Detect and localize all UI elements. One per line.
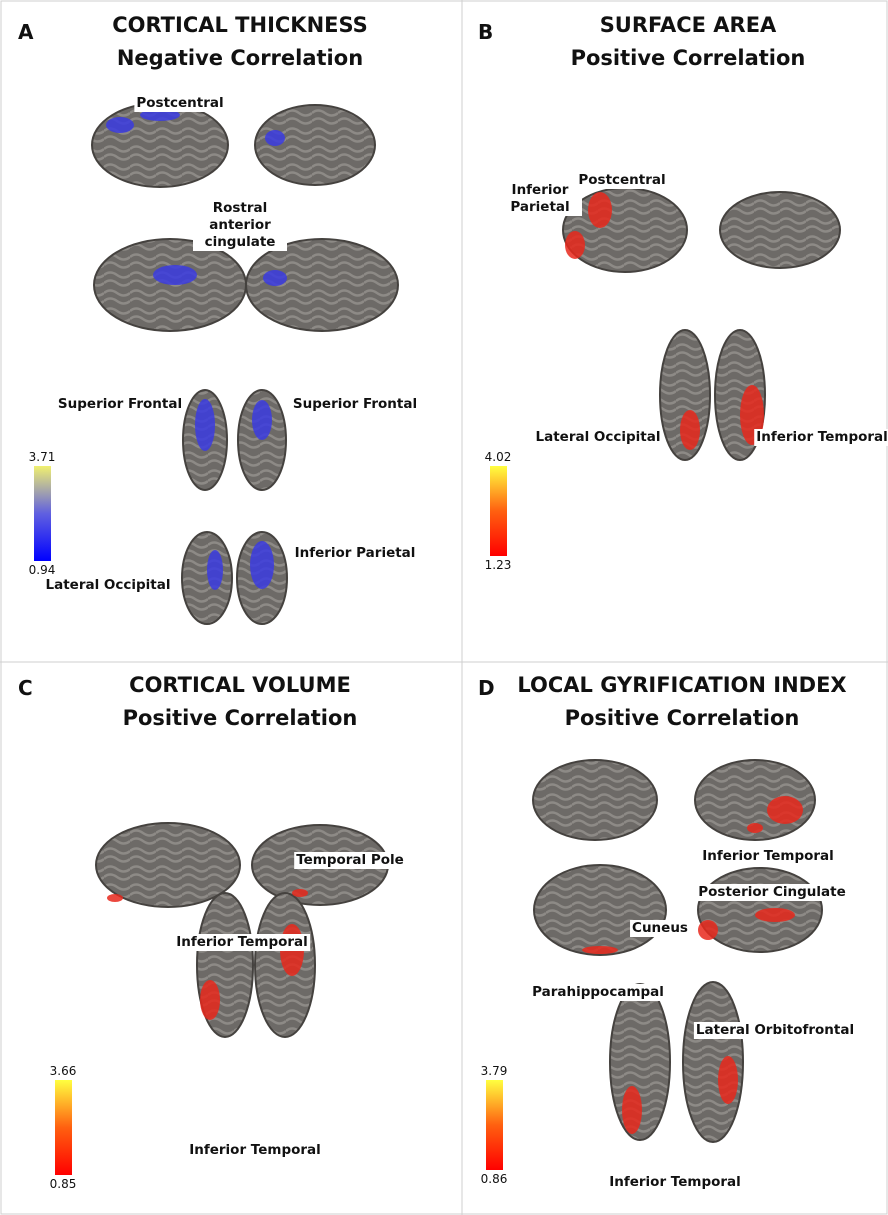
colorbar-max: 4.02 [484,450,512,464]
colorbar-max: 3.71 [28,450,56,464]
activation [718,1056,738,1104]
region-label: Inferior Parietal [292,545,418,562]
panel-title: Positive Correlation [122,706,358,730]
region-label: Inferior Temporal [754,429,888,446]
colorbar-min: 0.85 [49,1177,77,1191]
region-label: Inferior Parietal [498,182,582,216]
panel-letter: A [18,20,34,44]
region-label: Postcentral [134,95,226,112]
activation [292,889,308,897]
panel-letter: C [18,676,33,700]
region-label: Inferior Temporal [174,934,310,951]
panel-title: Negative Correlation [116,46,364,70]
region-label: Lateral Occipital [533,429,663,446]
region-label: Cuneus [630,920,690,937]
activation [263,270,287,286]
colorbar-min: 0.94 [28,563,56,577]
region-label: Postcentral [576,172,668,189]
activation [747,823,763,833]
activation [565,231,585,259]
activation [588,192,612,228]
activation [207,550,223,590]
panel-title: Positive Correlation [564,706,800,730]
colorbar [490,466,507,556]
panel-title: Positive Correlation [570,46,806,70]
brain [719,191,841,269]
activation [250,541,274,589]
brain [93,238,247,332]
brain [95,822,241,908]
region-label: Lateral Orbitofrontal [693,1022,857,1039]
region-label: Lateral Occipital [43,577,173,594]
activation [582,946,618,954]
brain [697,867,823,953]
panel-title: CORTICAL VOLUME [129,673,351,697]
region-label: Rostral anterior cingulate [193,200,287,251]
brain [181,531,233,625]
activation [140,109,180,121]
activation [698,920,718,940]
region-label: Parahippocampal [530,984,666,1001]
activation [153,265,197,285]
activation [106,117,134,133]
colorbar-min: 0.86 [480,1172,508,1186]
region-label: Posterior Cingulate [696,884,848,901]
colorbar [486,1080,503,1170]
region-label: Inferior Temporal [607,1174,743,1191]
activation [767,796,803,824]
activation [195,399,215,451]
colorbar-max: 3.66 [49,1064,77,1078]
panel-title: SURFACE AREA [599,13,777,37]
region-label: Temporal Pole [294,852,406,869]
colorbar [55,1080,72,1175]
colorbar [34,466,51,561]
brain [245,238,399,332]
panel-letter: D [478,676,495,700]
activation [265,130,285,146]
activation [200,980,220,1020]
region-label: Superior Frontal [290,396,420,413]
panel-title: CORTICAL THICKNESS [112,13,368,37]
panel-letter: B [478,20,494,44]
colorbar-max: 3.79 [480,1064,508,1078]
region-label: Inferior Temporal [700,848,836,865]
brain [254,104,376,186]
activation [622,1086,642,1134]
region-label: Inferior Temporal [187,1142,323,1159]
panel-title: LOCAL GYRIFICATION INDEX [517,673,847,697]
colorbar-min: 1.23 [484,558,512,572]
activation [107,894,123,902]
region-label: Superior Frontal [55,396,185,413]
brain [533,864,667,956]
brain [532,759,658,841]
activation [252,400,272,440]
activation [680,410,700,450]
activation [755,908,795,922]
